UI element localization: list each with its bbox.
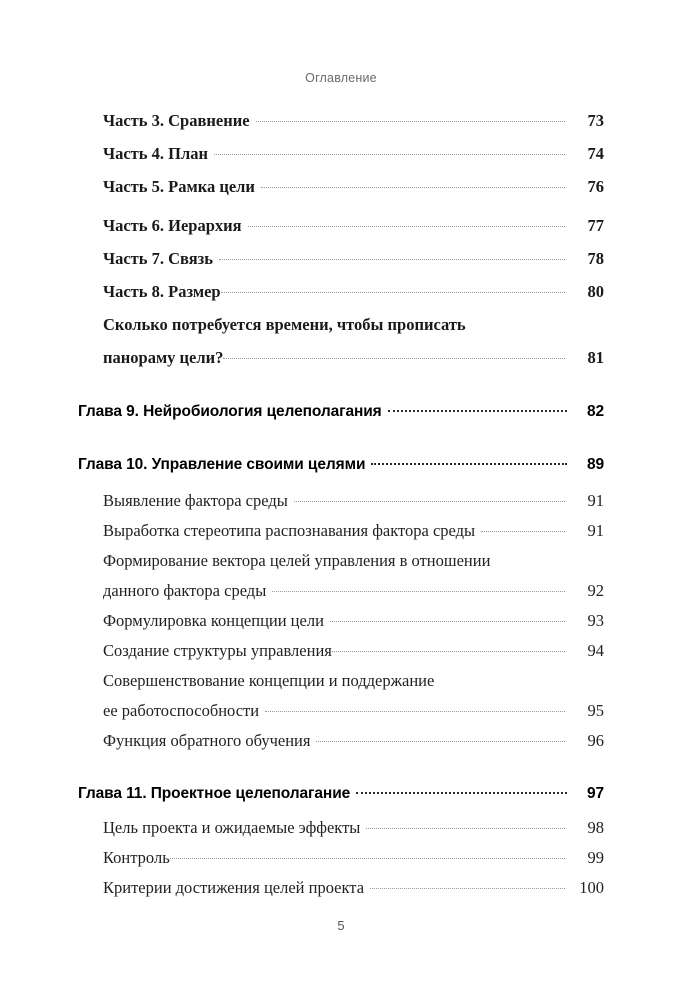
dot-leader xyxy=(387,401,567,417)
toc-entry-title: Глава 10. Управление своими целями xyxy=(78,456,366,473)
toc-entry-title: Функция обратного обучения xyxy=(103,731,311,750)
toc-entry-page-number: 81 xyxy=(587,348,605,367)
toc-entry-title: Часть 6. Иерархия xyxy=(103,216,242,235)
toc-entry-chapter[interactable]: Глава 11. Проектное целеполагание 97 xyxy=(78,778,604,809)
toc-entry-page-number: 91 xyxy=(587,521,605,540)
toc-entry-title: Часть 8. Размер xyxy=(103,282,221,301)
toc-entry-page-number: 89 xyxy=(586,456,604,473)
toc-entry-title: Глава 9. Нейробиология целеполагания xyxy=(78,403,382,420)
toc-entry-page-number: 94 xyxy=(587,641,605,660)
toc-entry-part[interactable]: Часть 3. Сравнение 73 xyxy=(103,104,604,137)
toc-entry-page-number: 100 xyxy=(579,878,604,897)
toc-entry-title: Критерии достижения целей проекта xyxy=(103,878,365,897)
dot-leader xyxy=(220,281,565,298)
dot-leader xyxy=(219,248,565,265)
toc-entry-part[interactable]: Часть 5. Рамка цели 76 xyxy=(103,170,604,203)
toc-entry-title: ее работоспособности xyxy=(103,701,260,720)
toc-entry-title: Глава 11. Проектное целеполагание xyxy=(78,785,351,802)
toc-entry-page-number: 76 xyxy=(587,177,605,196)
page-number-folio: 5 xyxy=(337,918,345,933)
dot-leader xyxy=(169,847,565,864)
toc-entry-section[interactable]: Формирование вектора целей управления в … xyxy=(103,546,604,606)
dot-leader xyxy=(356,783,567,799)
toc-entry-page-number: 99 xyxy=(587,848,605,867)
toc-entry-title: данного фактора среды xyxy=(103,581,267,600)
toc-entry-part[interactable]: Сколько потребуется времени, чтобы пропи… xyxy=(103,308,604,374)
toc-entry-page-number: 77 xyxy=(587,216,605,235)
running-head: Оглавление xyxy=(305,71,377,85)
toc-entry-part[interactable]: Часть 8. Размер 80 xyxy=(103,275,604,308)
toc-entry-section[interactable]: Совершенствование концепции и поддержани… xyxy=(103,666,604,726)
dot-leader xyxy=(366,817,565,834)
toc-entry-section[interactable]: Выявление фактора среды 91 xyxy=(103,486,604,516)
toc-entry-page-number: 91 xyxy=(587,491,605,510)
toc-entry-page-number: 78 xyxy=(587,249,605,268)
dot-leader xyxy=(214,143,565,160)
dot-leader xyxy=(293,490,565,507)
toc-entry-page-number: 73 xyxy=(587,111,605,130)
toc-entry-page-number: 97 xyxy=(586,785,604,802)
toc-entry-part[interactable]: Часть 4. План 74 xyxy=(103,137,604,170)
toc-entry-section[interactable]: Цель проекта и ожидаемые эффекты 98 xyxy=(103,813,604,843)
toc-entry-page-number: 92 xyxy=(587,581,605,600)
toc-entry-title: Контроль xyxy=(103,848,170,867)
toc-entry-section[interactable]: Формулировка концепции цели 93 xyxy=(103,606,604,636)
toc-entry-wrapped-line: Совершенствование концепции и поддержани… xyxy=(103,671,435,690)
toc-entry-wrapped-line: Формирование вектора целей управления в … xyxy=(103,551,491,570)
toc-entry-wrapped-line: Сколько потребуется времени, чтобы пропи… xyxy=(103,315,466,334)
dot-leader xyxy=(247,215,565,232)
toc-entry-title: Выработка стереотипа распознавания факто… xyxy=(103,521,476,540)
dot-leader xyxy=(265,700,565,717)
toc-entry-title: Цель проекта и ожидаемые эффекты xyxy=(103,818,361,837)
dot-leader xyxy=(371,454,567,470)
dot-leader xyxy=(481,520,565,537)
toc-entry-chapter[interactable]: Глава 9. Нейробиология целеполагания 82 xyxy=(78,396,604,427)
toc-entry-page-number: 80 xyxy=(587,282,605,301)
toc-entry-page-number: 93 xyxy=(587,611,605,630)
toc-entry-part[interactable]: Часть 6. Иерархия 77 xyxy=(103,209,604,242)
toc-entry-page-number: 74 xyxy=(587,144,605,163)
toc-entry-title: Часть 5. Рамка цели xyxy=(103,177,255,196)
toc-entry-title: Выявление фактора среды xyxy=(103,491,288,510)
dot-leader xyxy=(255,110,565,127)
toc-list: Часть 3. Сравнение 73 Часть 4. План 74 Часть… xyxy=(78,104,604,903)
toc-entry-title: Часть 4. План xyxy=(103,144,208,163)
toc-entry-page-number: 98 xyxy=(587,818,605,837)
toc-entry-page-number: 95 xyxy=(587,701,605,720)
toc-entry-section[interactable]: Создание структуры управления 94 xyxy=(103,636,604,666)
toc-entry-page-number: 82 xyxy=(586,403,604,420)
dot-leader xyxy=(223,347,565,364)
dot-leader xyxy=(316,730,565,747)
toc-entry-title: Создание структуры управления xyxy=(103,641,332,660)
dot-leader xyxy=(329,610,565,627)
dot-leader xyxy=(370,877,565,894)
toc-entry-page-number: 96 xyxy=(587,731,605,750)
toc-entry-title: Часть 3. Сравнение xyxy=(103,111,250,130)
toc-entry-title: Часть 7. Связь xyxy=(103,249,214,268)
toc-entry-section[interactable]: Выработка стереотипа распознавания факто… xyxy=(103,516,604,546)
toc-entry-section[interactable]: Контроль 99 xyxy=(103,843,604,873)
dot-leader xyxy=(272,580,565,597)
dot-leader xyxy=(260,176,565,193)
toc-entry-part[interactable]: Часть 7. Связь 78 xyxy=(103,242,604,275)
toc-entry-title: Формулировка концепции цели xyxy=(103,611,324,630)
dot-leader xyxy=(331,640,565,657)
toc-entry-section[interactable]: Функция обратного обучения 96 xyxy=(103,726,604,756)
toc-entry-title: панораму цели? xyxy=(103,348,224,367)
toc-entry-section[interactable]: Критерии достижения целей проекта 100 xyxy=(103,873,604,903)
toc-entry-chapter[interactable]: Глава 10. Управление своими целями 89 xyxy=(78,449,604,480)
